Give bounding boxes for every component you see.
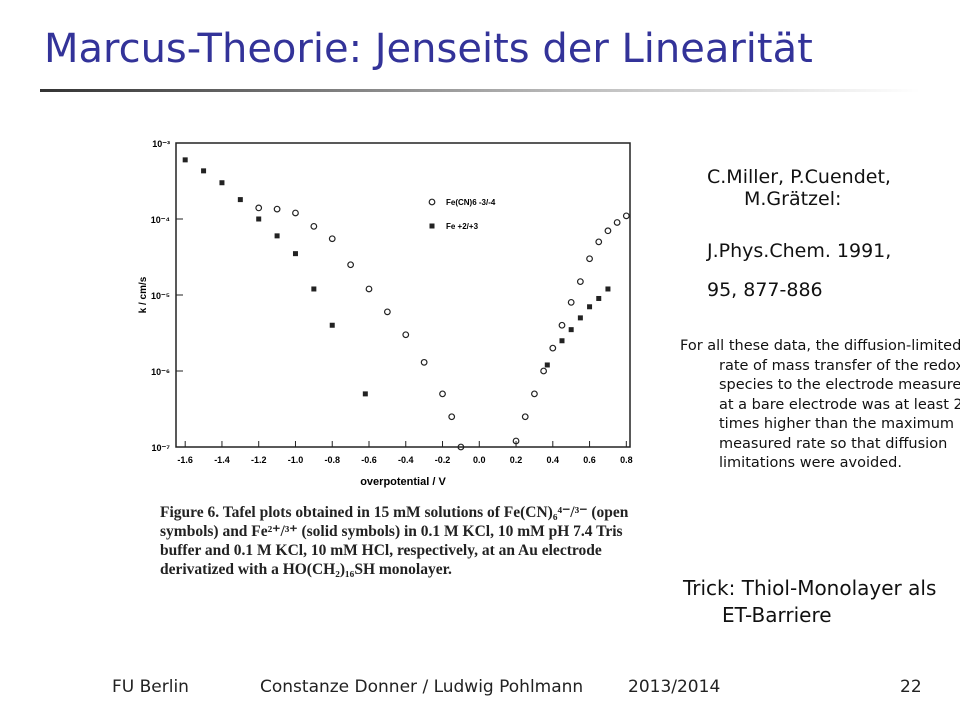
data-point [328,235,336,243]
x-tick-label: -0.6 [361,455,377,465]
title-rule [40,89,920,92]
x-tick-label: -0.8 [324,455,340,465]
data-point [457,443,465,451]
data-point [549,344,557,352]
x-axis-label: overpotential / V [360,476,446,488]
data-point [558,321,566,329]
data-point [540,367,548,375]
caption-line: Figure 6. Tafel plots obtained in 15 mM … [160,504,629,521]
data-point [576,278,584,286]
data-point [613,219,621,226]
x-tick-label: -1.6 [177,455,193,465]
data-point [512,437,520,445]
note: For all these data, the diffusion-limite… [680,338,960,471]
trick: Trick: Thiol-Monolayer als ET-Barriere [683,576,937,627]
data-point [219,180,225,186]
data-point [595,238,603,246]
data-point [622,212,630,220]
data-point [347,261,355,269]
caption-line: symbols) and Fe²⁺/³⁺ (solid symbols) in … [160,523,623,540]
y-tick-label: 10⁻⁷ [152,443,171,453]
footer-term: 2013/2014 [628,677,721,697]
caption-line: derivatized with a HO(CH₂)₁₆SH monolayer… [160,561,452,578]
data-point [605,286,611,292]
data-point [586,255,593,263]
x-tick-label: 0.0 [473,455,486,465]
data-point [559,338,565,344]
x-tick-label: 0.4 [547,455,560,465]
legend-label: Fe +2/+3 [446,222,479,231]
data-point [544,362,550,368]
reference-pages: 95, 877-886 [707,279,823,301]
figure-caption: Figure 6. Tafel plots obtained in 15 mM … [160,503,628,579]
legend-label: Fe(CN)6 -3/-4 [446,198,496,207]
data-point [273,205,281,213]
data-point [439,390,446,398]
x-tick-label: -0.2 [435,455,451,465]
data-point [365,285,373,293]
x-tick-label: -1.2 [251,455,267,465]
data-point [201,168,207,174]
data-point [256,216,262,222]
y-axis-label: k / cm/s [138,276,149,313]
data-point [292,209,299,217]
caption-line: buffer and 0.1 M KCl, 10 mM HCl, respect… [160,542,602,559]
data-point [402,331,410,339]
plot-frame [175,142,631,448]
reference-authors: C.Miller, P.Cuendet, M.Grätzel: [707,166,891,210]
x-tick-label: 0.2 [510,455,523,465]
data-point [292,251,298,257]
footer-authors: Constanze Donner / Ludwig Pohlmann [260,677,584,697]
data-point [596,295,602,301]
data-point [255,204,263,212]
data-point [383,308,391,316]
y-tick-label: 10⁻⁶ [151,367,170,377]
data-point [587,304,593,310]
reference-journal: J.Phys.Chem. 1991, [707,240,892,262]
data-point [568,327,574,333]
data-point [577,315,583,321]
data-point [448,413,456,421]
legend-marker [428,198,436,206]
y-tick-label: 10⁻⁵ [151,291,170,301]
y-tick-label: 10⁻⁴ [151,215,170,225]
y-tick-label: 10⁻³ [152,139,170,149]
data-point [362,391,368,397]
data-point [531,390,538,398]
data-point [604,227,612,235]
footer-page: 22 [900,677,922,697]
data-point [311,286,317,292]
data-point [420,358,428,366]
data-point [329,322,335,328]
data-point [310,222,318,230]
data-point [237,197,243,203]
data-point [182,157,188,163]
x-tick-label: -0.4 [398,455,414,465]
data-point [567,298,575,306]
footer-institution: FU Berlin [112,677,189,697]
data-point [521,413,529,421]
x-tick-label: 0.6 [583,455,596,465]
data-point [274,233,280,239]
x-tick-label: -1.0 [288,455,304,465]
legend-marker [429,223,435,229]
x-tick-label: -1.4 [214,455,230,465]
slide-title: Marcus-Theorie: Jenseits der Linearität [44,26,813,72]
x-tick-label: 0.8 [620,455,633,465]
